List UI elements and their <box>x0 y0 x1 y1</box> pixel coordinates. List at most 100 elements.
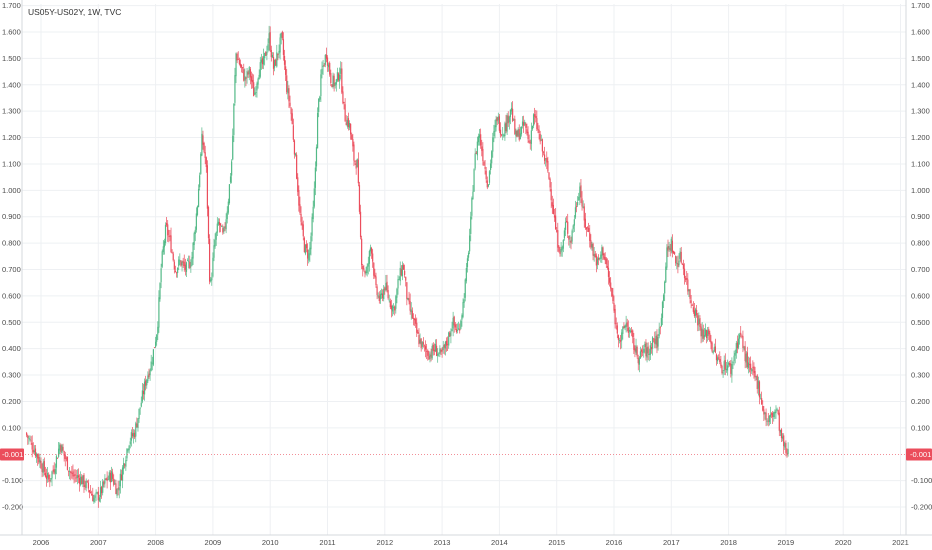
candle-body <box>471 198 473 216</box>
candle-body <box>564 221 567 230</box>
candle-body <box>158 297 160 328</box>
y-tick-label-left: 0.100 <box>2 423 21 432</box>
candle-body <box>262 56 265 65</box>
candle-body <box>498 116 500 131</box>
candle-body <box>76 475 78 479</box>
candle-body <box>710 340 712 344</box>
candle-body <box>300 213 302 222</box>
x-tick-label: 2020 <box>835 538 852 547</box>
y-tick-label-right: 1.000 <box>911 186 930 195</box>
candle-body <box>558 246 560 252</box>
candle-body <box>577 201 579 206</box>
candle-body <box>169 235 171 237</box>
candle-body <box>722 372 724 374</box>
x-tick-label: 2015 <box>548 538 565 547</box>
candle-body <box>44 472 47 477</box>
x-tick-label: 2007 <box>90 538 107 547</box>
candle-body <box>124 464 126 466</box>
candle-body <box>715 354 718 361</box>
candle-body <box>257 78 259 85</box>
candle-body <box>751 369 753 372</box>
candle-body <box>556 230 558 232</box>
candle-body <box>745 353 747 363</box>
time-axis[interactable]: 2006 2007 2008 2009 2010 2011 2012 2013 2014 2015… <box>33 538 909 547</box>
candle-body <box>269 32 271 51</box>
candle-body <box>654 338 656 344</box>
candle-body <box>447 343 449 345</box>
price-axes[interactable]: 1.700 1.700 1.600 1.600 1.500 1.500 1.400 1.400… <box>0 0 932 536</box>
candle-body <box>488 171 491 183</box>
y-tick-label-left: 0.900 <box>2 212 21 221</box>
candle-body <box>197 189 200 208</box>
candle-body <box>438 352 440 354</box>
candle-body <box>538 129 540 134</box>
candle-body <box>170 235 172 252</box>
candle-body <box>304 244 307 254</box>
candle-body <box>440 350 442 352</box>
candle-body <box>388 299 390 301</box>
candle-body <box>182 260 184 263</box>
candle-body <box>676 262 678 265</box>
candle-body <box>617 335 620 340</box>
candle-body <box>293 140 296 155</box>
candle-body <box>579 186 581 198</box>
candle-body <box>177 267 179 273</box>
candle-body <box>596 258 599 265</box>
candle-body <box>750 363 752 370</box>
candle-body <box>572 225 574 229</box>
candle-body <box>78 477 81 484</box>
candle-body <box>557 230 559 248</box>
y-tick-label-right: 1.100 <box>911 159 930 168</box>
candle-body <box>229 176 232 183</box>
candle-body <box>192 243 194 259</box>
candle-body <box>607 267 610 277</box>
candle-body <box>469 235 471 252</box>
candle-body <box>752 367 754 369</box>
candle-body <box>645 342 647 357</box>
candle-body <box>747 362 750 368</box>
candle-body <box>462 302 464 317</box>
candle-body <box>637 357 639 364</box>
candle-body <box>141 390 143 402</box>
candle-body <box>697 315 699 326</box>
candle-body <box>147 375 149 382</box>
candle-body <box>774 411 776 414</box>
candle-body <box>247 72 249 75</box>
candle-body <box>207 206 210 239</box>
candle-body <box>140 402 142 407</box>
candles <box>26 25 789 508</box>
candle-body <box>686 278 688 280</box>
candle-body <box>105 478 107 480</box>
candle-body <box>501 134 503 136</box>
candle-body <box>483 161 485 166</box>
candle-body <box>435 345 438 356</box>
candle-body <box>487 184 489 187</box>
candle-body <box>208 238 211 282</box>
candle-body <box>375 276 377 286</box>
candle-body <box>476 141 478 156</box>
candle-body <box>644 343 646 348</box>
candle-body <box>347 118 350 127</box>
candle-body <box>778 412 780 431</box>
candle-body <box>66 456 69 470</box>
candle-body <box>588 227 590 232</box>
candle-body <box>393 307 395 309</box>
candle-body <box>628 330 631 332</box>
candle-body <box>742 336 744 349</box>
candle-body <box>732 362 734 364</box>
y-tick-label-right: 0.400 <box>911 344 930 353</box>
candle-body <box>84 485 86 487</box>
candle-body <box>772 413 774 417</box>
candle-body <box>517 129 519 136</box>
candle-body <box>311 217 313 236</box>
candle-body <box>608 277 611 283</box>
candle-body <box>594 253 596 258</box>
candle-body <box>621 332 623 341</box>
candle-body <box>527 131 529 140</box>
candle-body <box>422 342 424 345</box>
candle-body <box>512 108 514 121</box>
candle-body <box>550 189 552 201</box>
candle-body <box>671 240 674 253</box>
candle-body <box>82 475 84 485</box>
